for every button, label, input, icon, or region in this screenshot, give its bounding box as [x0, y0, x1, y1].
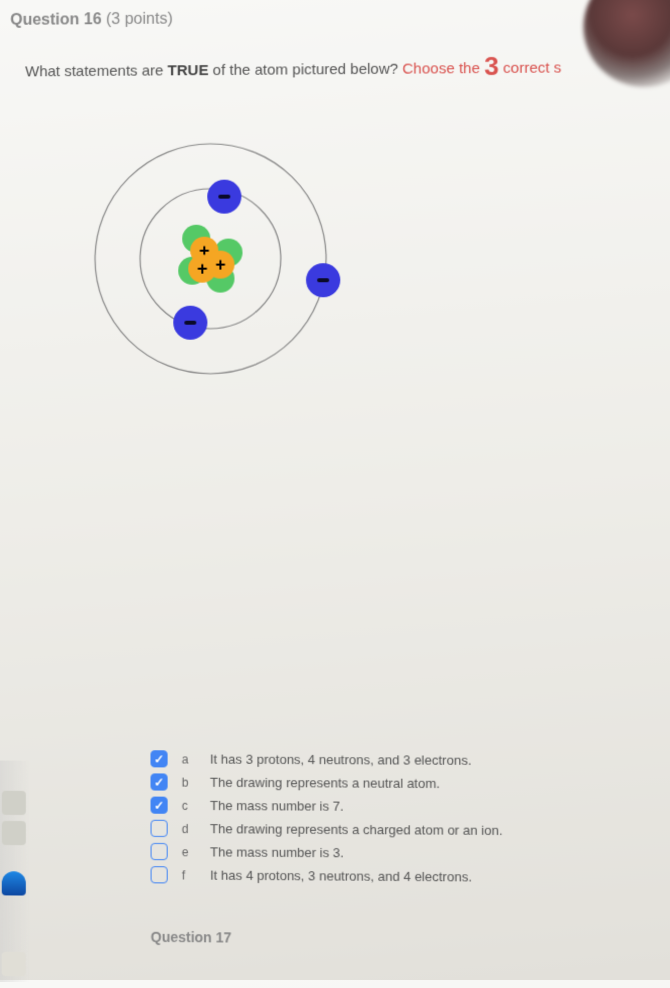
- svg-text:+: +: [215, 255, 226, 275]
- answer-text: The drawing represents a neutral atom.: [210, 775, 440, 791]
- answer-checkbox[interactable]: [151, 773, 168, 790]
- answer-checkbox[interactable]: [151, 820, 168, 837]
- answer-text: It has 3 protons, 4 neutrons, and 3 elec…: [210, 752, 472, 768]
- answer-row: a It has 3 protons, 4 neutrons, and 3 ele…: [150, 750, 658, 770]
- question-header: Question 16 (3 points): [10, 7, 654, 30]
- answer-letter: d: [182, 821, 196, 835]
- answer-text: The mass number is 7.: [210, 798, 344, 814]
- question-text: What statements are TRUE of the atom pic…: [25, 50, 655, 86]
- answer-checkbox[interactable]: [151, 797, 168, 814]
- next-question-header: Question 17: [151, 929, 660, 949]
- answer-checkbox[interactable]: [150, 750, 167, 767]
- answer-row: f It has 4 protons, 3 neutrons, and 4 ele…: [151, 866, 660, 887]
- answer-text: The drawing represents a charged atom or…: [210, 821, 503, 838]
- answer-row: c The mass number is 7.: [151, 797, 659, 817]
- answer-row: d The drawing represents a charged atom o…: [151, 820, 659, 840]
- answer-checkbox[interactable]: [151, 866, 168, 883]
- answer-text: It has 4 protons, 3 neutrons, and 4 elec…: [210, 868, 472, 885]
- answer-letter: c: [182, 798, 196, 812]
- answer-checkbox[interactable]: [151, 843, 168, 860]
- answer-letter: f: [182, 868, 196, 882]
- answer-row: b The drawing represents a neutral atom.: [151, 773, 659, 793]
- svg-text:+: +: [197, 259, 208, 279]
- atom-diagram: +++: [70, 121, 657, 399]
- answer-letter: e: [182, 845, 196, 859]
- answer-letter: a: [182, 752, 196, 766]
- taskbar-icon: [2, 821, 26, 845]
- taskbar-icon: [2, 871, 26, 895]
- question-number: Question 16: [10, 11, 101, 29]
- answer-letter: b: [182, 775, 196, 789]
- answer-text: The mass number is 3.: [210, 844, 344, 860]
- question-points: (3 points): [106, 11, 173, 28]
- answer-row: e The mass number is 3.: [151, 843, 659, 863]
- taskbar-icon: [2, 791, 26, 815]
- taskbar-icon: [2, 952, 26, 976]
- answer-list: a It has 3 protons, 4 neutrons, and 3 ele…: [150, 750, 659, 887]
